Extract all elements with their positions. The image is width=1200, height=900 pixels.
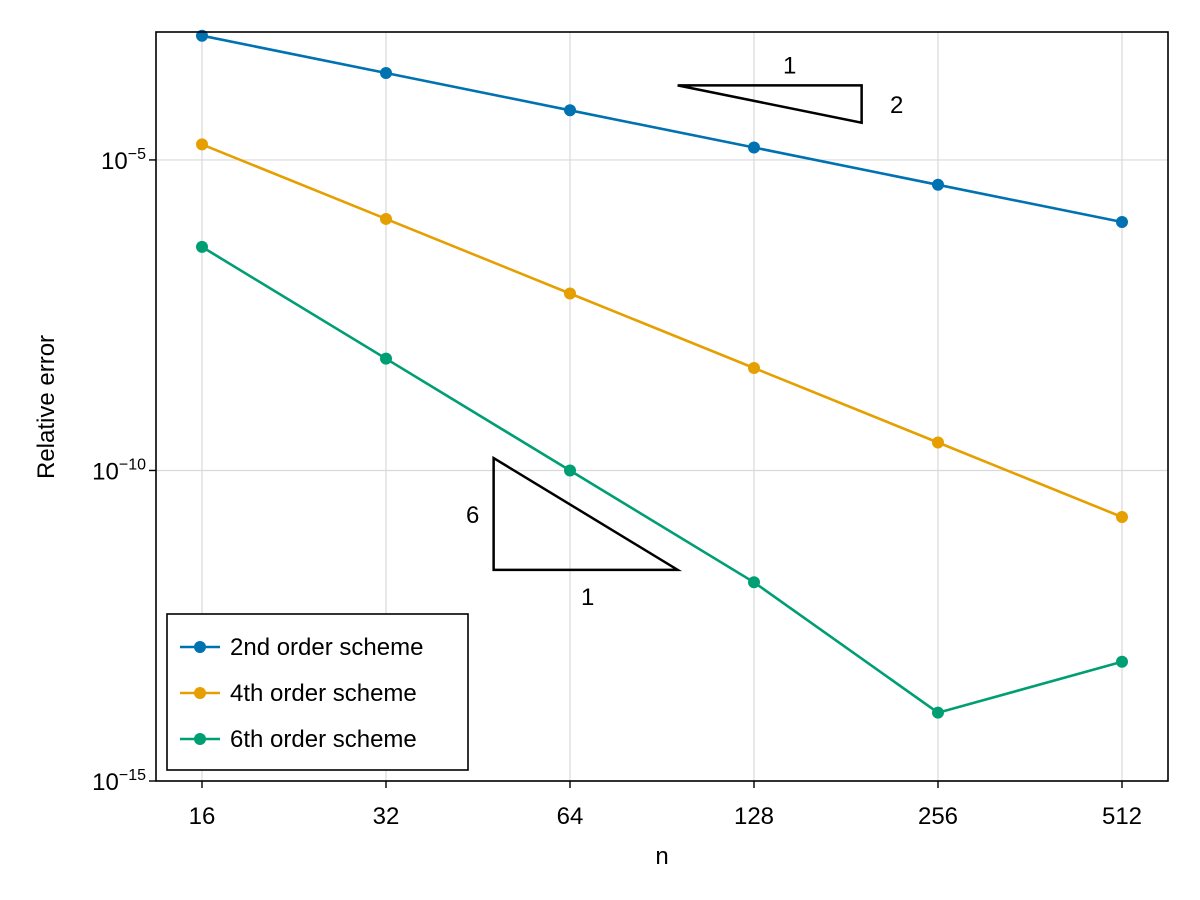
y-tick-label: 10−10: [92, 456, 146, 485]
series-2nd-order-scheme: [196, 29, 1128, 229]
legend-entry: 2nd order scheme: [180, 634, 423, 661]
y-axis-label: Relative error: [33, 335, 60, 479]
x-axis-label: n: [655, 843, 668, 870]
x-tick-label: 512: [1102, 803, 1142, 830]
data-point: [564, 464, 576, 477]
y-axis-ticks: 10−5 10−10 10−15: [92, 146, 156, 796]
legend-entry: 4th order scheme: [180, 680, 417, 707]
slope-triangle-order-2: [677, 84, 863, 125]
data-point: [196, 138, 208, 151]
series-6th-order-scheme: [196, 240, 1128, 719]
x-axis-ticks: 16 32 64 128 256 512: [189, 781, 1142, 830]
x-tick-label: 64: [557, 803, 584, 830]
series-line: [201, 34, 1123, 224]
data-point: [748, 576, 760, 589]
slope-triangle-order-6: [492, 455, 683, 572]
data-point: [932, 706, 944, 719]
plot-frame: [155, 31, 1169, 782]
slope-6-side-label: 6: [466, 502, 479, 529]
slope-2-base-label: 1: [783, 52, 796, 79]
data-point: [1116, 216, 1128, 229]
legend-label: 6th order scheme: [230, 726, 417, 753]
data-point: [380, 212, 392, 225]
data-point: [748, 361, 760, 374]
legend-swatch-marker: [194, 641, 206, 653]
legend-label: 2nd order scheme: [230, 634, 423, 661]
series-layer: [196, 29, 1128, 719]
legend-swatch-marker: [194, 687, 206, 699]
data-point: [1116, 655, 1128, 668]
data-point: [932, 178, 944, 191]
data-point: [1116, 511, 1128, 524]
x-tick-label: 128: [734, 803, 774, 830]
data-point: [748, 141, 760, 154]
series-4th-order-scheme: [196, 138, 1128, 524]
series-line: [201, 245, 1123, 715]
legend: 2nd order scheme 4th order scheme 6th orde…: [166, 613, 469, 771]
data-point: [564, 104, 576, 117]
x-tick-label: 16: [189, 803, 216, 830]
slope-6-base-label: 1: [581, 584, 594, 611]
y-tick-label: 10−5: [101, 146, 146, 175]
slope-2-side-label: 2: [890, 92, 903, 119]
data-point: [196, 240, 208, 253]
y-tick-label: 10−15: [92, 767, 146, 796]
legend-entry: 6th order scheme: [180, 726, 417, 753]
slope-annotations: 1 2 6 1: [466, 52, 903, 610]
series-line: [201, 143, 1123, 519]
data-point: [380, 352, 392, 365]
data-point: [932, 436, 944, 449]
data-point: [564, 287, 576, 300]
legend-label: 4th order scheme: [230, 680, 417, 707]
x-tick-label: 256: [918, 803, 958, 830]
x-tick-label: 32: [373, 803, 400, 830]
data-point: [380, 66, 392, 79]
legend-swatch-marker: [194, 733, 206, 745]
